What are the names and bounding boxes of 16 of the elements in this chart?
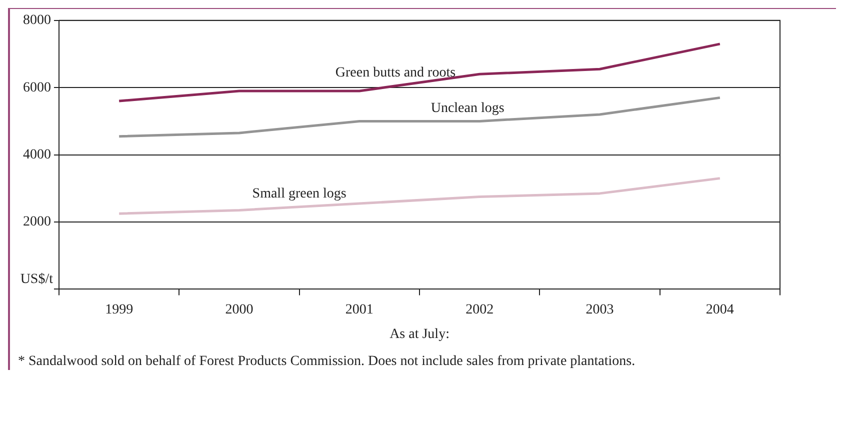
y-tick-label: 2000 — [23, 214, 51, 230]
series-label: Green butts and roots — [335, 66, 456, 81]
x-axis-title: As at July: — [390, 326, 450, 342]
x-tick-label: 2003 — [586, 302, 614, 318]
x-tick-label: 2004 — [706, 302, 734, 318]
series-label: Unclean logs — [430, 100, 504, 116]
text: * Sandalwood sold on behalf of Forest Products Commission. Does not include sales from private plantations. — [17, 354, 636, 370]
y-tick-label: 6000 — [23, 80, 51, 96]
x-tick-label: 2002 — [466, 302, 494, 318]
y-tick-label: 8000 — [23, 13, 51, 28]
series-label: Small green logs — [252, 186, 346, 202]
y-tick-label: 4000 — [23, 147, 51, 162]
x-tick-label: 2001 — [345, 302, 374, 318]
x-tick-label: 2000 — [225, 302, 254, 318]
y-axis-title: US$/t — [20, 272, 54, 287]
x-tick-label: 1999 — [105, 302, 134, 318]
